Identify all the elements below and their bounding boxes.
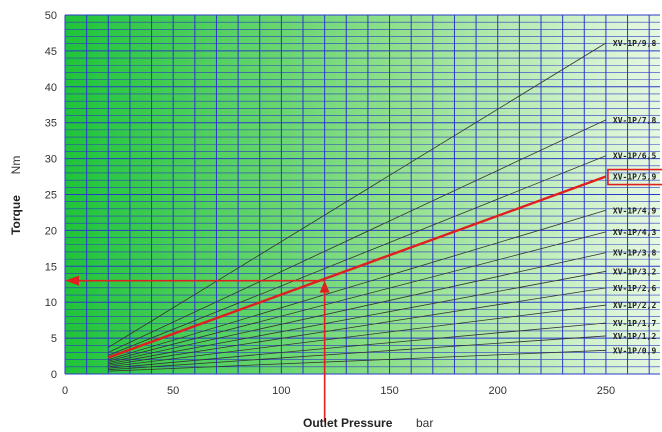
grid: [64, 14, 660, 375]
example-reading-annotation: [65, 275, 330, 422]
series-label: XV-1P/2,6: [613, 284, 657, 293]
y-tick-label: 25: [45, 190, 57, 202]
series-line: [108, 287, 606, 366]
series-label: XV-1P/1,7: [613, 319, 657, 328]
series-line: [108, 119, 607, 353]
series-label: XV-1P/6,5: [613, 152, 657, 161]
highlight-box: [607, 168, 662, 186]
y-tick-label: 40: [45, 82, 57, 94]
y-tick-label: 10: [45, 297, 57, 309]
series-lines: [107, 42, 607, 372]
series-label: XV-1P/5,9: [613, 173, 657, 182]
y-tick-label: 15: [45, 261, 57, 273]
series-line: [108, 252, 606, 363]
series-label: XV-1P/2,2: [613, 301, 657, 310]
y-tick-label: 30: [45, 154, 57, 166]
x-tick-label: 50: [167, 385, 179, 397]
y-tick-label: 20: [45, 225, 57, 237]
series-label: XV-1P/3,2: [613, 267, 657, 276]
series-line: [108, 209, 607, 361]
y-tick-label: 0: [51, 369, 57, 381]
x-axis-unit: bar: [416, 416, 433, 430]
x-tick-labels: 0 50 100 150 200 250: [62, 385, 615, 397]
series-label: XV-1P/4,9: [613, 206, 657, 215]
pressure-arrow-head: [319, 280, 330, 293]
series-line: [108, 322, 606, 369]
x-tick-label: 100: [272, 385, 290, 397]
series-label: XV-1P/9,8: [613, 39, 657, 48]
series-label: XV-1P/1,2: [613, 332, 657, 341]
y-axis-title: Torque: [9, 195, 23, 235]
y-tick-label: 5: [51, 333, 57, 345]
x-tick-label: 200: [489, 385, 507, 397]
y-tick-labels: 0 5 10 15 20 25 30 35 40 45 50: [45, 10, 57, 381]
series-line: [108, 231, 607, 362]
series-line: [108, 155, 607, 356]
x-tick-label: 0: [62, 385, 68, 397]
series-label: XV-1P/3,8: [613, 249, 657, 258]
series-line: [108, 42, 607, 348]
series-line: [107, 175, 607, 359]
y-axis-unit: Nm: [9, 156, 23, 175]
x-tick-label: 250: [597, 385, 615, 397]
y-tick-label: 45: [45, 46, 57, 58]
x-tick-label: 150: [380, 385, 398, 397]
series-label: XV-1P/7,8: [613, 116, 657, 125]
series-line: [108, 335, 606, 371]
series-label: XV-1P/0,9: [613, 346, 657, 355]
x-axis-title: Outlet Pressure: [303, 416, 393, 430]
series-line: [108, 304, 606, 368]
y-tick-label: 50: [45, 10, 57, 22]
series-label: XV-1P/4,3: [613, 228, 657, 237]
series-labels: XV-1P/9,8 XV-1P/7,8 XV-1P/6,5 XV-1P/5,9 XV-1…: [607, 39, 662, 355]
series-line: [108, 349, 606, 372]
y-tick-label: 35: [45, 118, 57, 130]
torque-arrow-head: [65, 275, 79, 286]
series-line: [108, 270, 606, 365]
